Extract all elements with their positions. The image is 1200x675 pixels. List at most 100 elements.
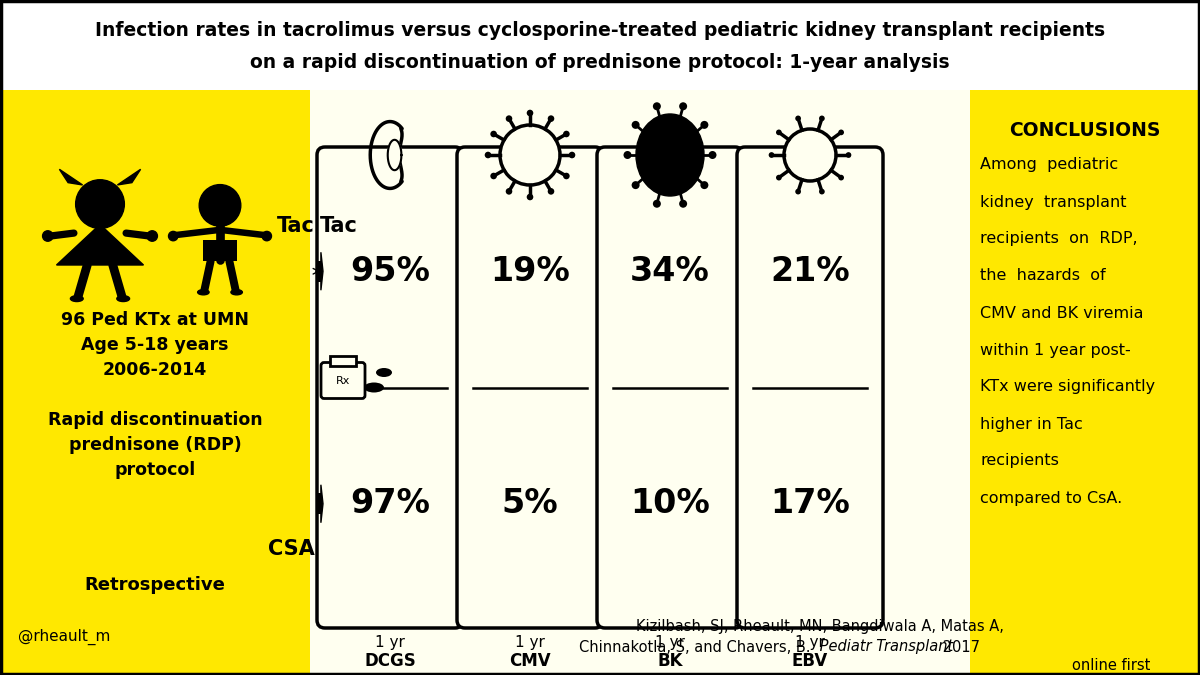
Circle shape <box>653 200 661 208</box>
Circle shape <box>569 152 575 159</box>
FancyBboxPatch shape <box>970 90 1200 675</box>
FancyBboxPatch shape <box>330 356 356 365</box>
Ellipse shape <box>230 290 242 295</box>
Text: Infection rates in tacrolimus versus cyclosporine-treated pediatric kidney trans: Infection rates in tacrolimus versus cyc… <box>95 20 1105 40</box>
Circle shape <box>491 131 497 137</box>
Text: recipients  on  RDP,: recipients on RDP, <box>980 232 1138 246</box>
Ellipse shape <box>636 114 704 196</box>
Circle shape <box>769 152 774 158</box>
Text: kidney  transplant: kidney transplant <box>980 194 1127 209</box>
Text: 2017: 2017 <box>938 639 980 655</box>
Text: EBV: EBV <box>792 652 828 670</box>
Circle shape <box>776 130 781 135</box>
Circle shape <box>168 232 178 241</box>
Ellipse shape <box>116 296 130 302</box>
Circle shape <box>527 194 533 200</box>
Text: the  hazards  of: the hazards of <box>980 269 1105 284</box>
Text: Tac: Tac <box>320 216 358 236</box>
Circle shape <box>547 115 554 122</box>
Text: 1 yr: 1 yr <box>655 634 685 649</box>
Text: 97%: 97% <box>350 487 430 520</box>
Circle shape <box>146 231 157 241</box>
FancyBboxPatch shape <box>0 90 310 675</box>
Circle shape <box>796 115 800 122</box>
Text: Age 5-18 years: Age 5-18 years <box>82 336 229 354</box>
Circle shape <box>631 121 640 129</box>
Circle shape <box>679 200 688 208</box>
FancyBboxPatch shape <box>203 240 238 261</box>
Text: CMV: CMV <box>509 652 551 670</box>
Text: 17%: 17% <box>770 487 850 520</box>
Text: 95%: 95% <box>350 254 430 288</box>
Text: recipients: recipients <box>980 454 1058 468</box>
Circle shape <box>624 151 631 159</box>
Circle shape <box>679 102 688 110</box>
Circle shape <box>796 189 800 194</box>
Text: @rheault_m: @rheault_m <box>18 629 110 645</box>
Text: 1 yr: 1 yr <box>515 634 545 649</box>
Circle shape <box>820 115 824 122</box>
Text: Tac: Tac <box>277 216 314 236</box>
FancyBboxPatch shape <box>737 147 883 628</box>
Text: within 1 year post-: within 1 year post- <box>980 342 1130 358</box>
Circle shape <box>527 110 533 116</box>
Text: Rx: Rx <box>336 375 350 385</box>
Text: 5%: 5% <box>502 487 558 520</box>
Text: Rapid discontinuation: Rapid discontinuation <box>48 411 263 429</box>
Text: 1 yr: 1 yr <box>796 634 824 649</box>
Circle shape <box>701 181 708 189</box>
Text: Chinnakotla, S, and Chavers, B.: Chinnakotla, S, and Chavers, B. <box>578 639 815 655</box>
FancyBboxPatch shape <box>598 147 743 628</box>
Circle shape <box>563 131 570 137</box>
Text: 96 Ped KTx at UMN: 96 Ped KTx at UMN <box>61 311 250 329</box>
Ellipse shape <box>71 296 83 302</box>
Text: 2006-2014: 2006-2014 <box>103 361 208 379</box>
Circle shape <box>199 184 241 226</box>
Polygon shape <box>320 252 323 290</box>
Text: protocol: protocol <box>114 461 196 479</box>
Circle shape <box>262 232 271 241</box>
Circle shape <box>776 175 781 180</box>
Circle shape <box>784 129 836 181</box>
Text: BK: BK <box>658 652 683 670</box>
Ellipse shape <box>198 290 209 295</box>
FancyBboxPatch shape <box>322 362 365 398</box>
Circle shape <box>500 125 560 185</box>
Text: CMV and BK viremia: CMV and BK viremia <box>980 306 1144 321</box>
Circle shape <box>485 152 491 159</box>
Circle shape <box>505 115 512 122</box>
Ellipse shape <box>364 383 384 392</box>
Circle shape <box>820 189 824 194</box>
Circle shape <box>547 188 554 194</box>
Polygon shape <box>118 169 140 185</box>
Text: Pediatr Transplant: Pediatr Transplant <box>815 639 953 655</box>
Circle shape <box>701 121 708 129</box>
Text: 34%: 34% <box>630 254 710 288</box>
Text: 21%: 21% <box>770 254 850 288</box>
FancyBboxPatch shape <box>317 493 320 514</box>
FancyBboxPatch shape <box>317 261 320 281</box>
Text: 10%: 10% <box>630 487 710 520</box>
Circle shape <box>839 130 844 135</box>
Text: Retrospective: Retrospective <box>84 576 226 594</box>
Text: higher in Tac: higher in Tac <box>980 416 1082 431</box>
Text: CSA: CSA <box>269 539 314 559</box>
Text: CONCLUSIONS: CONCLUSIONS <box>1009 121 1160 140</box>
Ellipse shape <box>376 368 392 377</box>
Circle shape <box>708 151 716 159</box>
Text: 19%: 19% <box>490 254 570 288</box>
Text: prednisone (RDP): prednisone (RDP) <box>68 436 241 454</box>
Text: on a rapid discontinuation of prednisone protocol: 1-year analysis: on a rapid discontinuation of prednisone… <box>250 53 950 72</box>
Circle shape <box>491 173 497 180</box>
Text: online first: online first <box>1072 657 1150 672</box>
Circle shape <box>846 152 851 158</box>
Polygon shape <box>60 169 83 185</box>
Text: DCGS: DCGS <box>364 652 416 670</box>
Circle shape <box>42 231 53 241</box>
Text: Among  pediatric: Among pediatric <box>980 157 1118 173</box>
FancyBboxPatch shape <box>310 90 970 675</box>
Circle shape <box>653 102 661 110</box>
Text: KTx were significantly: KTx were significantly <box>980 379 1156 394</box>
FancyBboxPatch shape <box>457 147 604 628</box>
Circle shape <box>839 175 844 180</box>
